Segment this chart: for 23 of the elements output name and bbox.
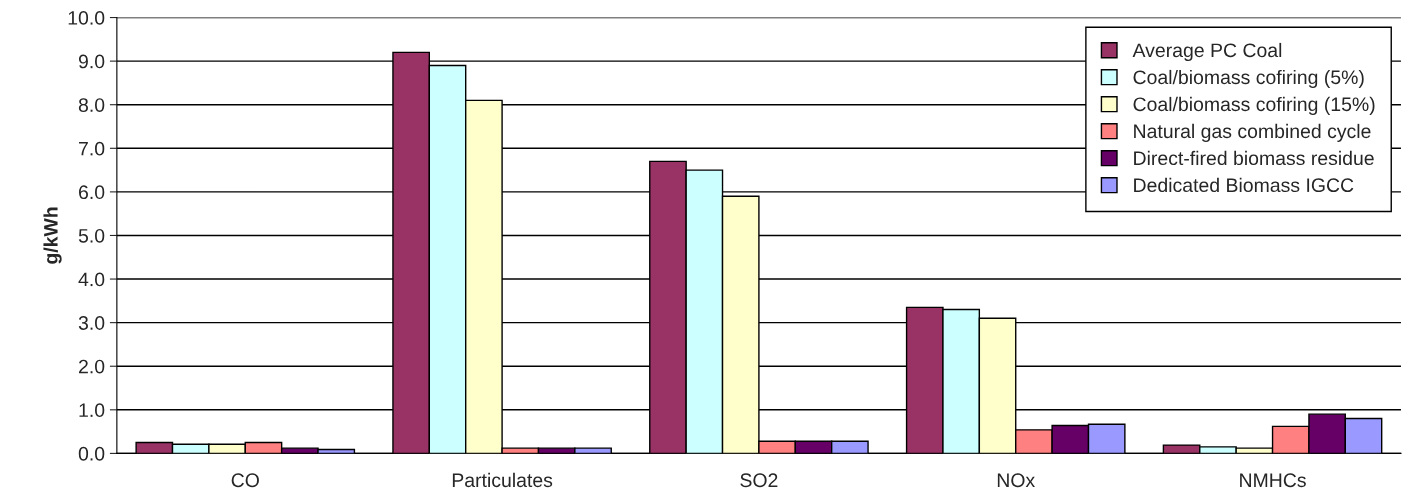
legend-label: Dedicated Biomass IGCC [1134,177,1354,193]
x-tick-label: Particulates [452,472,553,488]
y-tick-label: 4.0 [78,272,105,287]
x-tick-label: NMHCs [1240,473,1306,488]
y-tick-label: 0.0 [78,446,105,461]
y-tick-label: 8.0 [78,98,105,112]
y-tick-label: 9.0 [78,54,105,69]
x-tick-label: CO [231,473,259,488]
legend-label: Coal/biomass cofiring (5%) [1133,69,1364,89]
legend-label: Natural gas combined cycle [1134,123,1371,142]
x-tick-label: NOx [997,473,1035,488]
y-tick-label: 6.0 [79,185,105,200]
y-tick-label: 3.0 [78,316,105,330]
y-tick-label: 7.0 [79,141,105,156]
legend-label: Average PC Coal [1132,42,1282,62]
x-tick-label: SO2 [740,473,778,488]
y-tick-label: 5.0 [78,228,105,243]
y-axis-title: g/kWh [43,207,62,264]
y-tick-label: 2.0 [79,359,105,374]
legend-label: Coal/biomass cofiring (15%) [1133,96,1375,115]
y-tick-label: 1.0 [79,403,105,418]
y-tick-label: 10.0 [68,11,105,25]
legend-label: Direct-fired biomass residue [1134,150,1374,166]
